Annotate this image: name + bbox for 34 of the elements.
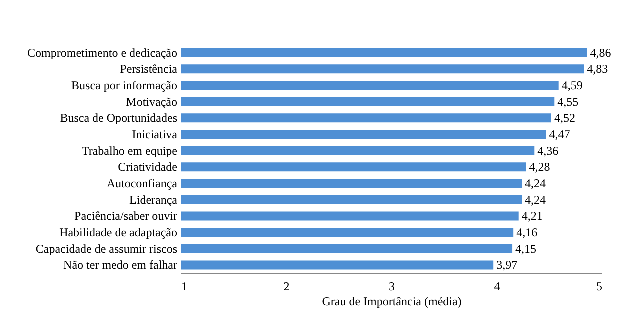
y-tick-label: Busca de Oportunidades [60,111,178,126]
data-label: 4,21 [522,209,543,224]
x-tick-label: 1 [182,280,188,294]
y-tick-label: Paciência/saber ouvir [74,209,178,224]
x-tick-label: 3 [389,280,395,294]
data-label: 4,83 [587,62,608,76]
y-tick-label: Persistência [120,62,178,76]
data-label: 4,28 [529,160,550,174]
y-tick-label: Criatividade [118,160,178,174]
data-label: 4,24 [525,192,546,207]
y-tick-label: Capacidade de assumir riscos [36,242,178,256]
data-label: 3,97 [496,258,518,272]
data-label: 4,36 [538,144,559,158]
x-tick-label: 2 [284,280,290,294]
y-tick-label: Liderança [130,192,178,207]
data-label: 4,47 [549,127,570,142]
y-tick-label: Habilidade de adaptação [60,226,178,240]
y-tick-label: Autoconfiança [106,176,178,191]
x-tick-label: 4 [494,280,500,294]
data-label: 4,59 [562,78,583,92]
y-tick-label: Iniciativa [132,127,178,142]
x-tick-label: 5 [596,280,602,294]
data-label: 4,24 [525,176,546,191]
y-tick-label: Motivação [126,94,178,109]
data-label: 4,52 [554,111,576,126]
y-tick-label: Busca por informação [72,78,178,92]
data-label: 4,86 [590,46,612,60]
data-label: 4,55 [558,94,579,109]
y-tick-label: Não ter medo em falhar [64,258,178,272]
y-tick-label: Trabalho em equipe [82,144,178,158]
data-label: 4,15 [516,242,537,256]
y-tick-label: Comprometimento e dedicação [28,46,178,60]
data-label: 4,16 [516,226,538,240]
x-axis-title: Grau de Importância (média) [322,294,462,308]
